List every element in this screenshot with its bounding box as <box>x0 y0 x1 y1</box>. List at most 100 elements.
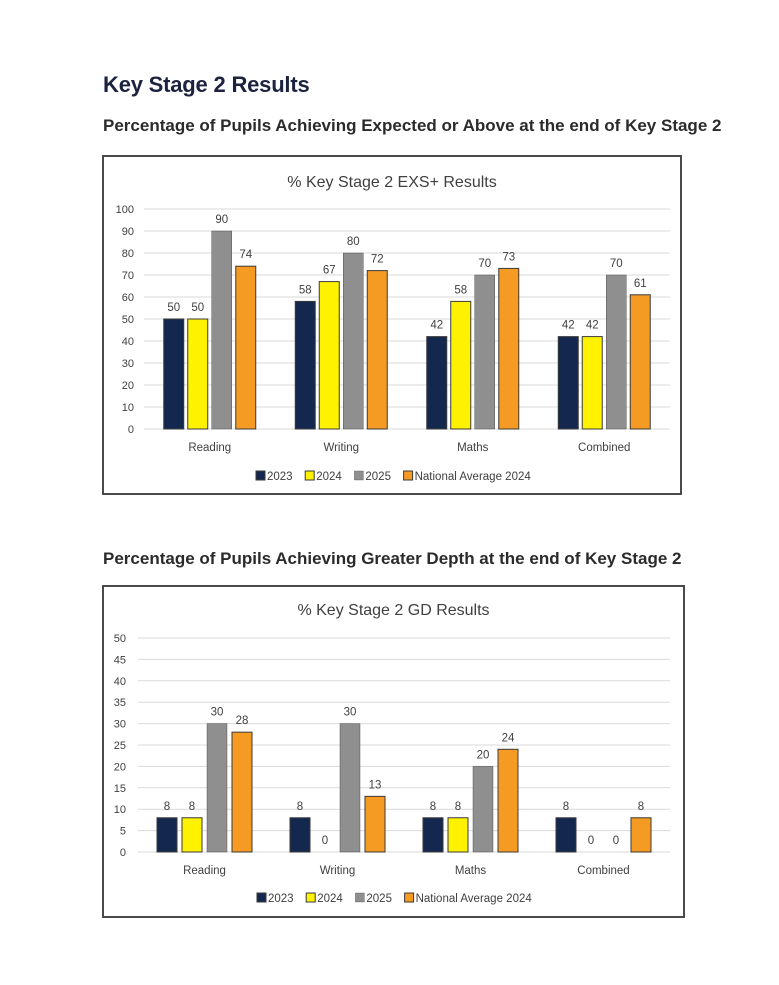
data-label-national-average-2024-writing: 72 <box>371 254 384 266</box>
data-label-national-average-2024-maths: 73 <box>502 251 515 263</box>
category-label-writing: Writing <box>320 865 356 877</box>
legend-label-national-average-2024: National Average 2024 <box>415 471 532 483</box>
bar-2023-reading <box>156 817 178 853</box>
y-tick-label: 90 <box>122 226 134 238</box>
data-label-national-average-2024-reading: 28 <box>236 715 249 727</box>
y-tick-label: 70 <box>122 270 134 282</box>
data-label-2025-combined: 70 <box>610 258 623 270</box>
y-tick-label: 20 <box>122 380 134 392</box>
legend-label-2024: 2024 <box>317 893 343 905</box>
bar-national-average-2024-writing <box>364 795 386 853</box>
bar-national-average-2024-combined <box>629 294 651 430</box>
bar-2024-combined <box>581 336 603 430</box>
y-tick-label: 10 <box>114 804 126 816</box>
legend-swatch-national-average-2024 <box>403 470 414 481</box>
bar-2023-writing <box>289 817 311 853</box>
data-label-2023-reading: 8 <box>164 801 170 813</box>
category-label-writing: Writing <box>323 442 359 454</box>
y-tick-label: 100 <box>116 204 134 216</box>
data-label-2025-reading: 30 <box>211 707 224 719</box>
category-label-combined: Combined <box>578 442 630 454</box>
data-label-2025-combined: 0 <box>613 835 619 847</box>
bar-national-average-2024-reading <box>235 265 257 430</box>
data-label-2023-writing: 8 <box>297 801 303 813</box>
legend-label-2025: 2025 <box>365 471 391 483</box>
data-label-2024-reading: 8 <box>189 801 195 813</box>
data-label-2023-reading: 50 <box>167 302 180 314</box>
legend-swatch-2023 <box>255 470 266 481</box>
bar-national-average-2024-maths <box>497 748 519 853</box>
legend-label-2023: 2023 <box>268 893 294 905</box>
data-label-2025-writing: 30 <box>344 707 357 719</box>
bar-2025-writing <box>343 252 364 430</box>
y-tick-label: 80 <box>122 248 134 260</box>
bar-2023-reading <box>163 318 185 430</box>
bar-2023-maths <box>426 336 448 430</box>
bar-2024-writing <box>318 281 340 430</box>
legend-swatch-2025 <box>354 470 364 481</box>
category-label-maths: Maths <box>457 442 489 454</box>
bar-2025-writing <box>339 723 361 853</box>
bar-2024-maths <box>447 817 469 853</box>
bar-2023-maths <box>422 817 444 853</box>
y-tick-label: 60 <box>122 292 134 304</box>
chart-gd-results: % Key Stage 2 GD Results 0 5 10 15 20 25 30 35 40… <box>102 585 685 918</box>
y-tick-label: 25 <box>114 740 126 752</box>
bar-2023-combined <box>555 817 577 853</box>
y-tick-label: 10 <box>122 402 134 414</box>
page-title: Key Stage 2 Results <box>103 72 310 97</box>
chart-legend: 2023 2024 2025 National Average 2024 <box>255 470 532 483</box>
chart-gd-svg: % Key Stage 2 GD Results 0 5 10 15 20 25 30 35 40… <box>114 602 670 905</box>
bar-2025-reading <box>206 723 228 853</box>
y-tick-label: 30 <box>114 719 126 731</box>
bar-2025-maths <box>474 274 495 430</box>
bar-2025-combined <box>606 274 627 430</box>
category-label-combined: Combined <box>577 865 629 877</box>
data-label-2024-writing: 0 <box>322 835 328 847</box>
legend-swatch-2023 <box>256 892 267 903</box>
category-label-reading: Reading <box>188 442 231 454</box>
legend-swatch-national-average-2024 <box>404 892 415 903</box>
data-label-2024-combined: 0 <box>588 835 594 847</box>
bar-2025-maths <box>472 766 494 853</box>
y-tick-label: 50 <box>122 314 134 326</box>
data-label-2025-writing: 80 <box>347 236 360 248</box>
chart-title: % Key Stage 2 EXS+ Results <box>287 174 496 191</box>
bar-2025-reading <box>211 230 232 430</box>
y-tick-label: 35 <box>114 697 126 709</box>
bar-national-average-2024-reading <box>231 731 253 853</box>
data-label-2025-maths: 70 <box>478 258 491 270</box>
bar-2024-reading <box>181 817 203 853</box>
y-tick-label: 40 <box>114 676 126 688</box>
bar-2023-writing <box>294 300 316 430</box>
legend-swatch-2024 <box>304 470 315 481</box>
chart-legend: 2023 2024 2025 National Average 2024 <box>256 892 533 905</box>
section-heading-greater-depth: Percentage of Pupils Achieving Greater D… <box>103 549 682 568</box>
y-tick-label: 20 <box>114 761 126 773</box>
data-label-national-average-2024-writing: 13 <box>369 779 382 791</box>
bar-national-average-2024-combined <box>630 817 652 853</box>
chart-exs-svg: % Key Stage 2 EXS+ Results 0 10 20 30 40 50 60 7… <box>116 174 670 483</box>
chart-title: % Key Stage 2 GD Results <box>297 602 489 619</box>
bar-national-average-2024-writing <box>366 270 388 430</box>
data-label-2024-maths: 8 <box>455 801 461 813</box>
y-tick-label: 15 <box>114 783 126 795</box>
y-tick-label: 5 <box>120 826 126 838</box>
data-label-2023-combined: 8 <box>563 801 569 813</box>
data-label-2023-maths: 8 <box>430 801 436 813</box>
y-tick-label: 0 <box>120 847 126 859</box>
data-label-2023-maths: 42 <box>430 320 443 332</box>
chart-exs-results: % Key Stage 2 EXS+ Results 0 10 20 30 40 50 60 7… <box>102 155 682 495</box>
data-label-2024-writing: 67 <box>323 265 336 277</box>
legend-label-national-average-2024: National Average 2024 <box>416 893 533 905</box>
legend-label-2024: 2024 <box>316 471 342 483</box>
bar-national-average-2024-maths <box>498 267 520 430</box>
y-tick-label: 40 <box>122 336 134 348</box>
y-tick-label: 0 <box>128 424 134 436</box>
data-label-2023-combined: 42 <box>562 320 575 332</box>
data-label-2025-maths: 20 <box>477 749 490 761</box>
bar-2024-reading <box>187 318 209 430</box>
data-label-2023-writing: 58 <box>299 284 312 296</box>
data-label-2024-reading: 50 <box>191 302 204 314</box>
data-label-national-average-2024-maths: 24 <box>502 732 515 744</box>
